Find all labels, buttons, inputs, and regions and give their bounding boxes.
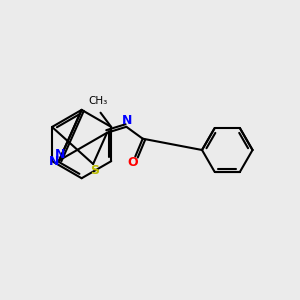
Text: S: S bbox=[90, 164, 99, 177]
Text: N: N bbox=[49, 154, 60, 168]
Text: CH₃: CH₃ bbox=[88, 96, 107, 106]
Text: O: O bbox=[127, 156, 138, 169]
Text: N: N bbox=[122, 114, 133, 128]
Text: N: N bbox=[55, 148, 65, 161]
